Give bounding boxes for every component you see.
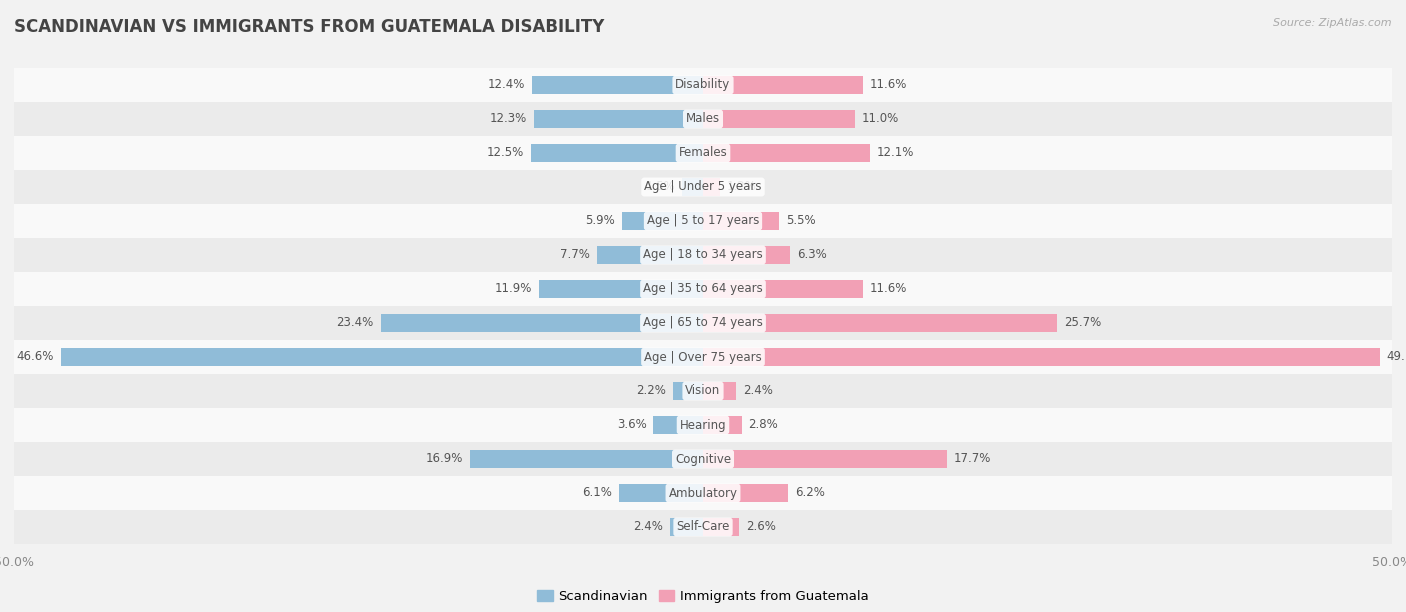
Text: 17.7%: 17.7% [953,452,991,466]
Text: 11.6%: 11.6% [870,283,907,296]
Text: 2.4%: 2.4% [633,520,664,534]
Bar [703,110,855,129]
Bar [14,476,1392,510]
Text: 1.2%: 1.2% [727,181,756,193]
Bar [14,102,1392,136]
Bar [703,245,790,264]
Text: 6.3%: 6.3% [797,248,827,261]
Text: 2.8%: 2.8% [748,419,778,431]
Text: Vision: Vision [685,384,721,398]
Bar [14,408,1392,442]
Bar [654,416,703,435]
Text: Age | 18 to 34 years: Age | 18 to 34 years [643,248,763,261]
Text: Age | 65 to 74 years: Age | 65 to 74 years [643,316,763,329]
Text: Self-Care: Self-Care [676,520,730,534]
Bar [14,136,1392,170]
Bar [14,442,1392,476]
Bar [14,510,1392,544]
Text: 5.9%: 5.9% [585,214,614,228]
Text: 16.9%: 16.9% [426,452,463,466]
Bar [703,280,863,298]
Bar [703,483,789,502]
Bar [669,518,703,536]
Text: 6.1%: 6.1% [582,487,612,499]
Text: 3.6%: 3.6% [617,419,647,431]
Text: Disability: Disability [675,78,731,92]
Text: 12.5%: 12.5% [486,146,524,160]
Text: 6.2%: 6.2% [796,487,825,499]
Bar [703,382,737,400]
Text: 12.3%: 12.3% [489,113,527,125]
Text: 11.9%: 11.9% [495,283,531,296]
Text: 2.6%: 2.6% [745,520,776,534]
Bar [703,76,863,94]
Bar [14,204,1392,238]
Text: 1.5%: 1.5% [645,181,675,193]
Text: SCANDINAVIAN VS IMMIGRANTS FROM GUATEMALA DISABILITY: SCANDINAVIAN VS IMMIGRANTS FROM GUATEMAL… [14,18,605,36]
Bar [703,348,1379,367]
Legend: Scandinavian, Immigrants from Guatemala: Scandinavian, Immigrants from Guatemala [537,590,869,603]
Bar [531,76,703,94]
Bar [703,144,870,162]
Text: 49.1%: 49.1% [1386,351,1406,364]
Text: 2.2%: 2.2% [636,384,666,398]
Text: Females: Females [679,146,727,160]
Bar [682,177,703,196]
Bar [703,313,1057,332]
Text: Age | Over 75 years: Age | Over 75 years [644,351,762,364]
Bar [538,280,703,298]
Bar [703,416,741,435]
Bar [14,68,1392,102]
Bar [703,450,946,468]
Text: 11.0%: 11.0% [862,113,898,125]
Bar [14,374,1392,408]
Text: Age | 35 to 64 years: Age | 35 to 64 years [643,283,763,296]
Bar [14,272,1392,306]
Bar [14,340,1392,374]
Text: 25.7%: 25.7% [1064,316,1101,329]
Text: 11.6%: 11.6% [870,78,907,92]
Bar [381,313,703,332]
Text: 7.7%: 7.7% [560,248,591,261]
Bar [703,177,720,196]
Bar [703,518,738,536]
Text: 2.4%: 2.4% [742,384,773,398]
Bar [619,483,703,502]
Text: 5.5%: 5.5% [786,214,815,228]
Bar [14,238,1392,272]
Bar [60,348,703,367]
Text: Source: ZipAtlas.com: Source: ZipAtlas.com [1274,18,1392,28]
Text: 23.4%: 23.4% [336,316,374,329]
Bar [533,110,703,129]
Bar [621,212,703,230]
Bar [14,170,1392,204]
Bar [531,144,703,162]
Text: Age | 5 to 17 years: Age | 5 to 17 years [647,214,759,228]
Bar [14,306,1392,340]
Text: Hearing: Hearing [679,419,727,431]
Bar [672,382,703,400]
Text: 12.1%: 12.1% [876,146,914,160]
Text: Ambulatory: Ambulatory [668,487,738,499]
Bar [598,245,703,264]
Text: Cognitive: Cognitive [675,452,731,466]
Text: 46.6%: 46.6% [17,351,53,364]
Bar [703,212,779,230]
Text: 12.4%: 12.4% [488,78,526,92]
Text: Males: Males [686,113,720,125]
Text: Age | Under 5 years: Age | Under 5 years [644,181,762,193]
Bar [470,450,703,468]
